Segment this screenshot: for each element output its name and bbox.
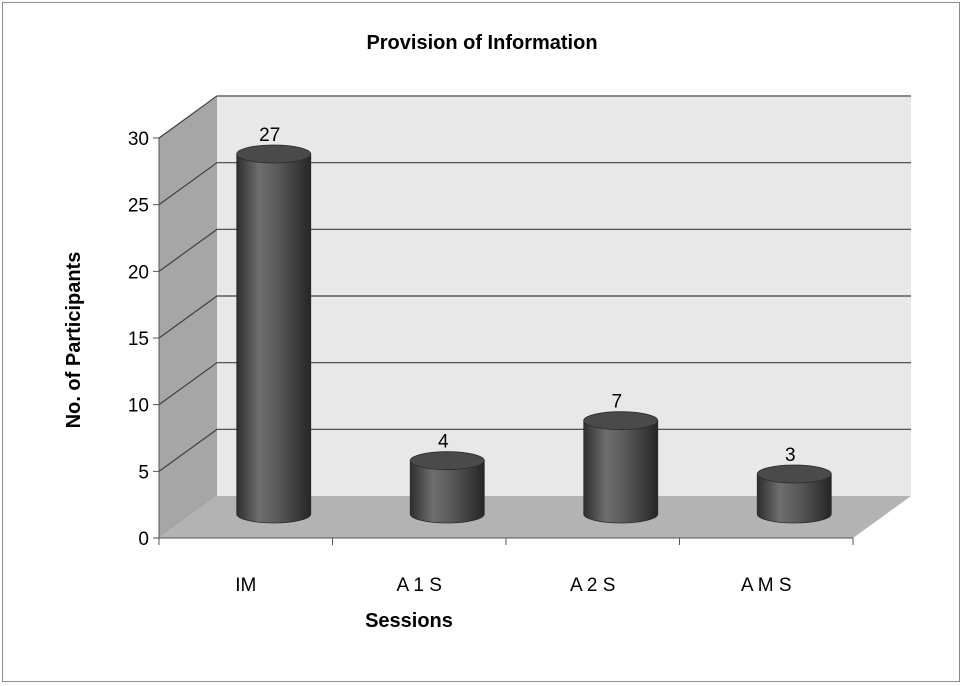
gridline [158,428,911,472]
bar [756,464,832,524]
bar [236,144,312,524]
x-axis: IM A 1 S A 2 S A M S [158,537,854,596]
bar [583,411,659,524]
gridline [158,295,911,339]
y-tick-label: 30 [128,129,149,150]
x-axis-title: Sessions [365,610,453,632]
floor [159,496,911,538]
gridline [158,95,911,139]
y-tick-label: 15 [128,329,149,350]
data-label: 4 [438,432,449,453]
y-tick-label: 25 [128,196,149,217]
chart-svg: Provision of Information 0 5 10 15 20 25 30 IM… [63,32,911,632]
y-tick-label: 20 [128,262,149,283]
bar [409,451,485,524]
y-tick-label: 10 [128,396,149,417]
data-label: 3 [785,445,796,466]
gridline [158,362,911,406]
y-axis: 0 5 10 15 20 25 30 [128,129,160,550]
bars: 27 4 7 3 [236,125,832,524]
y-tick-label: 0 [138,529,149,550]
x-tick-label: IM [235,575,256,596]
y-tick-label: 5 [138,462,149,483]
x-tick-label: A 1 S [397,575,442,596]
x-tick-label: A 2 S [570,575,615,596]
chart-title: Provision of Information [366,32,597,54]
x-tick-label: A M S [741,575,792,596]
data-label: 27 [259,125,280,146]
gridlines [158,95,911,472]
gridline [158,228,911,272]
gridline [158,162,911,206]
y-axis-title: No. of Participants [63,252,85,429]
data-label: 7 [611,392,622,413]
